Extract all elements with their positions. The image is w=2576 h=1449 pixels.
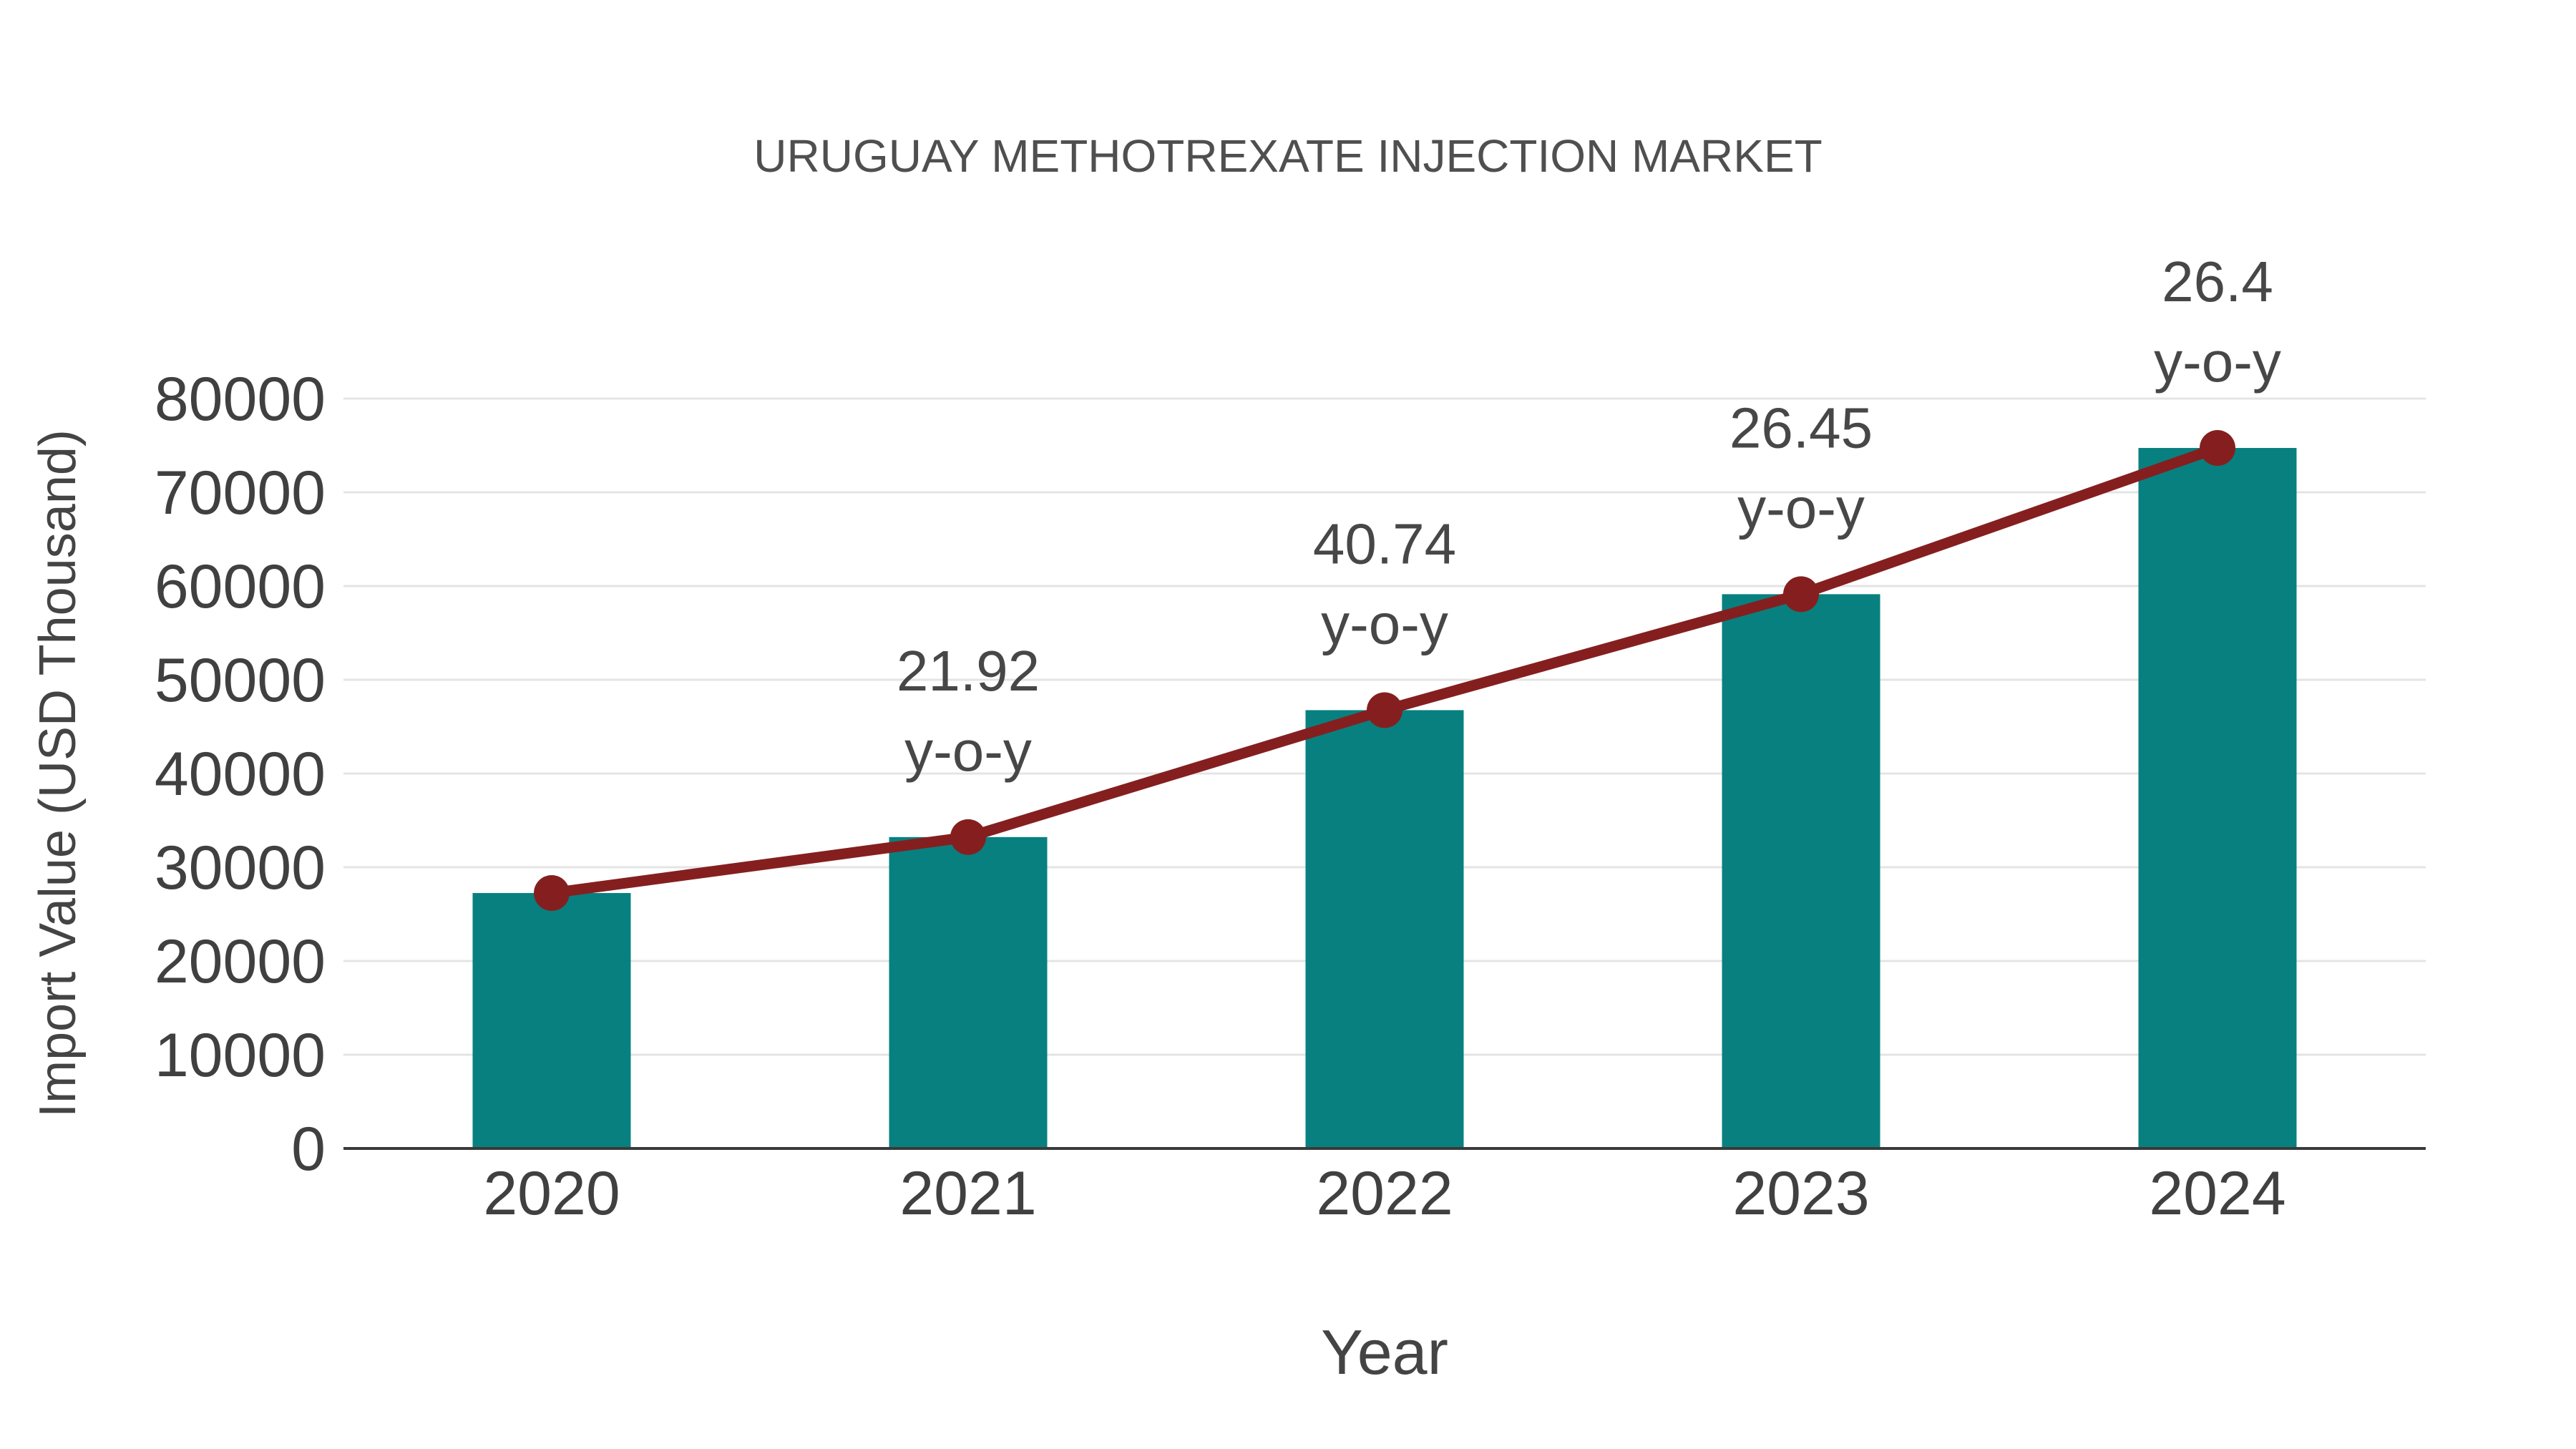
trend-marker-2020 [534,875,570,912]
x-tick-label-2021: 2021 [899,1159,1036,1228]
x-tick-label-2020: 2020 [483,1159,620,1228]
trend-marker-2023 [1783,576,1819,613]
annotation-suffix-2023: y-o-y [1737,476,1865,540]
annotation-value-2021: 21.92 [897,639,1040,703]
y-tick-label-50000: 50000 [155,646,326,715]
y-axis-title: Import Value (USD Thousand) [29,429,87,1118]
y-tick-label-40000: 40000 [155,740,326,809]
annotation-suffix-2022: y-o-y [1321,592,1448,655]
bar-2020 [472,893,631,1148]
annotation-suffix-2024: y-o-y [2154,330,2281,394]
trend-marker-2021 [950,819,986,855]
y-tick-label-0: 0 [291,1115,326,1184]
annotation-value-2023: 26.45 [1729,396,1873,459]
bar-2021 [889,836,1048,1148]
trend-marker-2024 [2200,430,2235,467]
annotation-suffix-2021: y-o-y [904,719,1032,783]
bar-2023 [1722,594,1880,1148]
x-tick-label-2024: 2024 [2149,1159,2285,1228]
y-tick-label-70000: 70000 [155,459,326,527]
x-tick-label-2023: 2023 [1732,1159,1869,1228]
y-tick-label-20000: 20000 [155,927,326,996]
y-tick-label-10000: 10000 [155,1021,326,1090]
annotation-value-2024: 26.4 [2162,250,2273,313]
tick-labels-group: 0 10000 20000 30000 40000 50000 60000 70000 8000… [155,365,2286,1228]
y-tick-label-30000: 30000 [155,834,326,902]
chart-title: URUGUAY METHOTREXATE INJECTION MARKET [753,130,1822,182]
bar-2022 [1305,710,1464,1148]
annotation-value-2022: 40.74 [1313,512,1456,575]
x-tick-label-2022: 2022 [1316,1159,1453,1228]
y-tick-label-60000: 60000 [155,552,326,621]
bar-2024 [2138,448,2297,1148]
y-tick-label-80000: 80000 [155,365,326,434]
annotations-group: 21.92 y-o-y 40.74 y-o-y 26.45 y-o-y 26.4 y-o-y [897,250,2281,783]
line-series-group [534,430,2235,912]
trend-marker-2022 [1367,692,1402,728]
bars-group [472,448,2297,1148]
x-axis-title: Year [1321,1317,1448,1387]
